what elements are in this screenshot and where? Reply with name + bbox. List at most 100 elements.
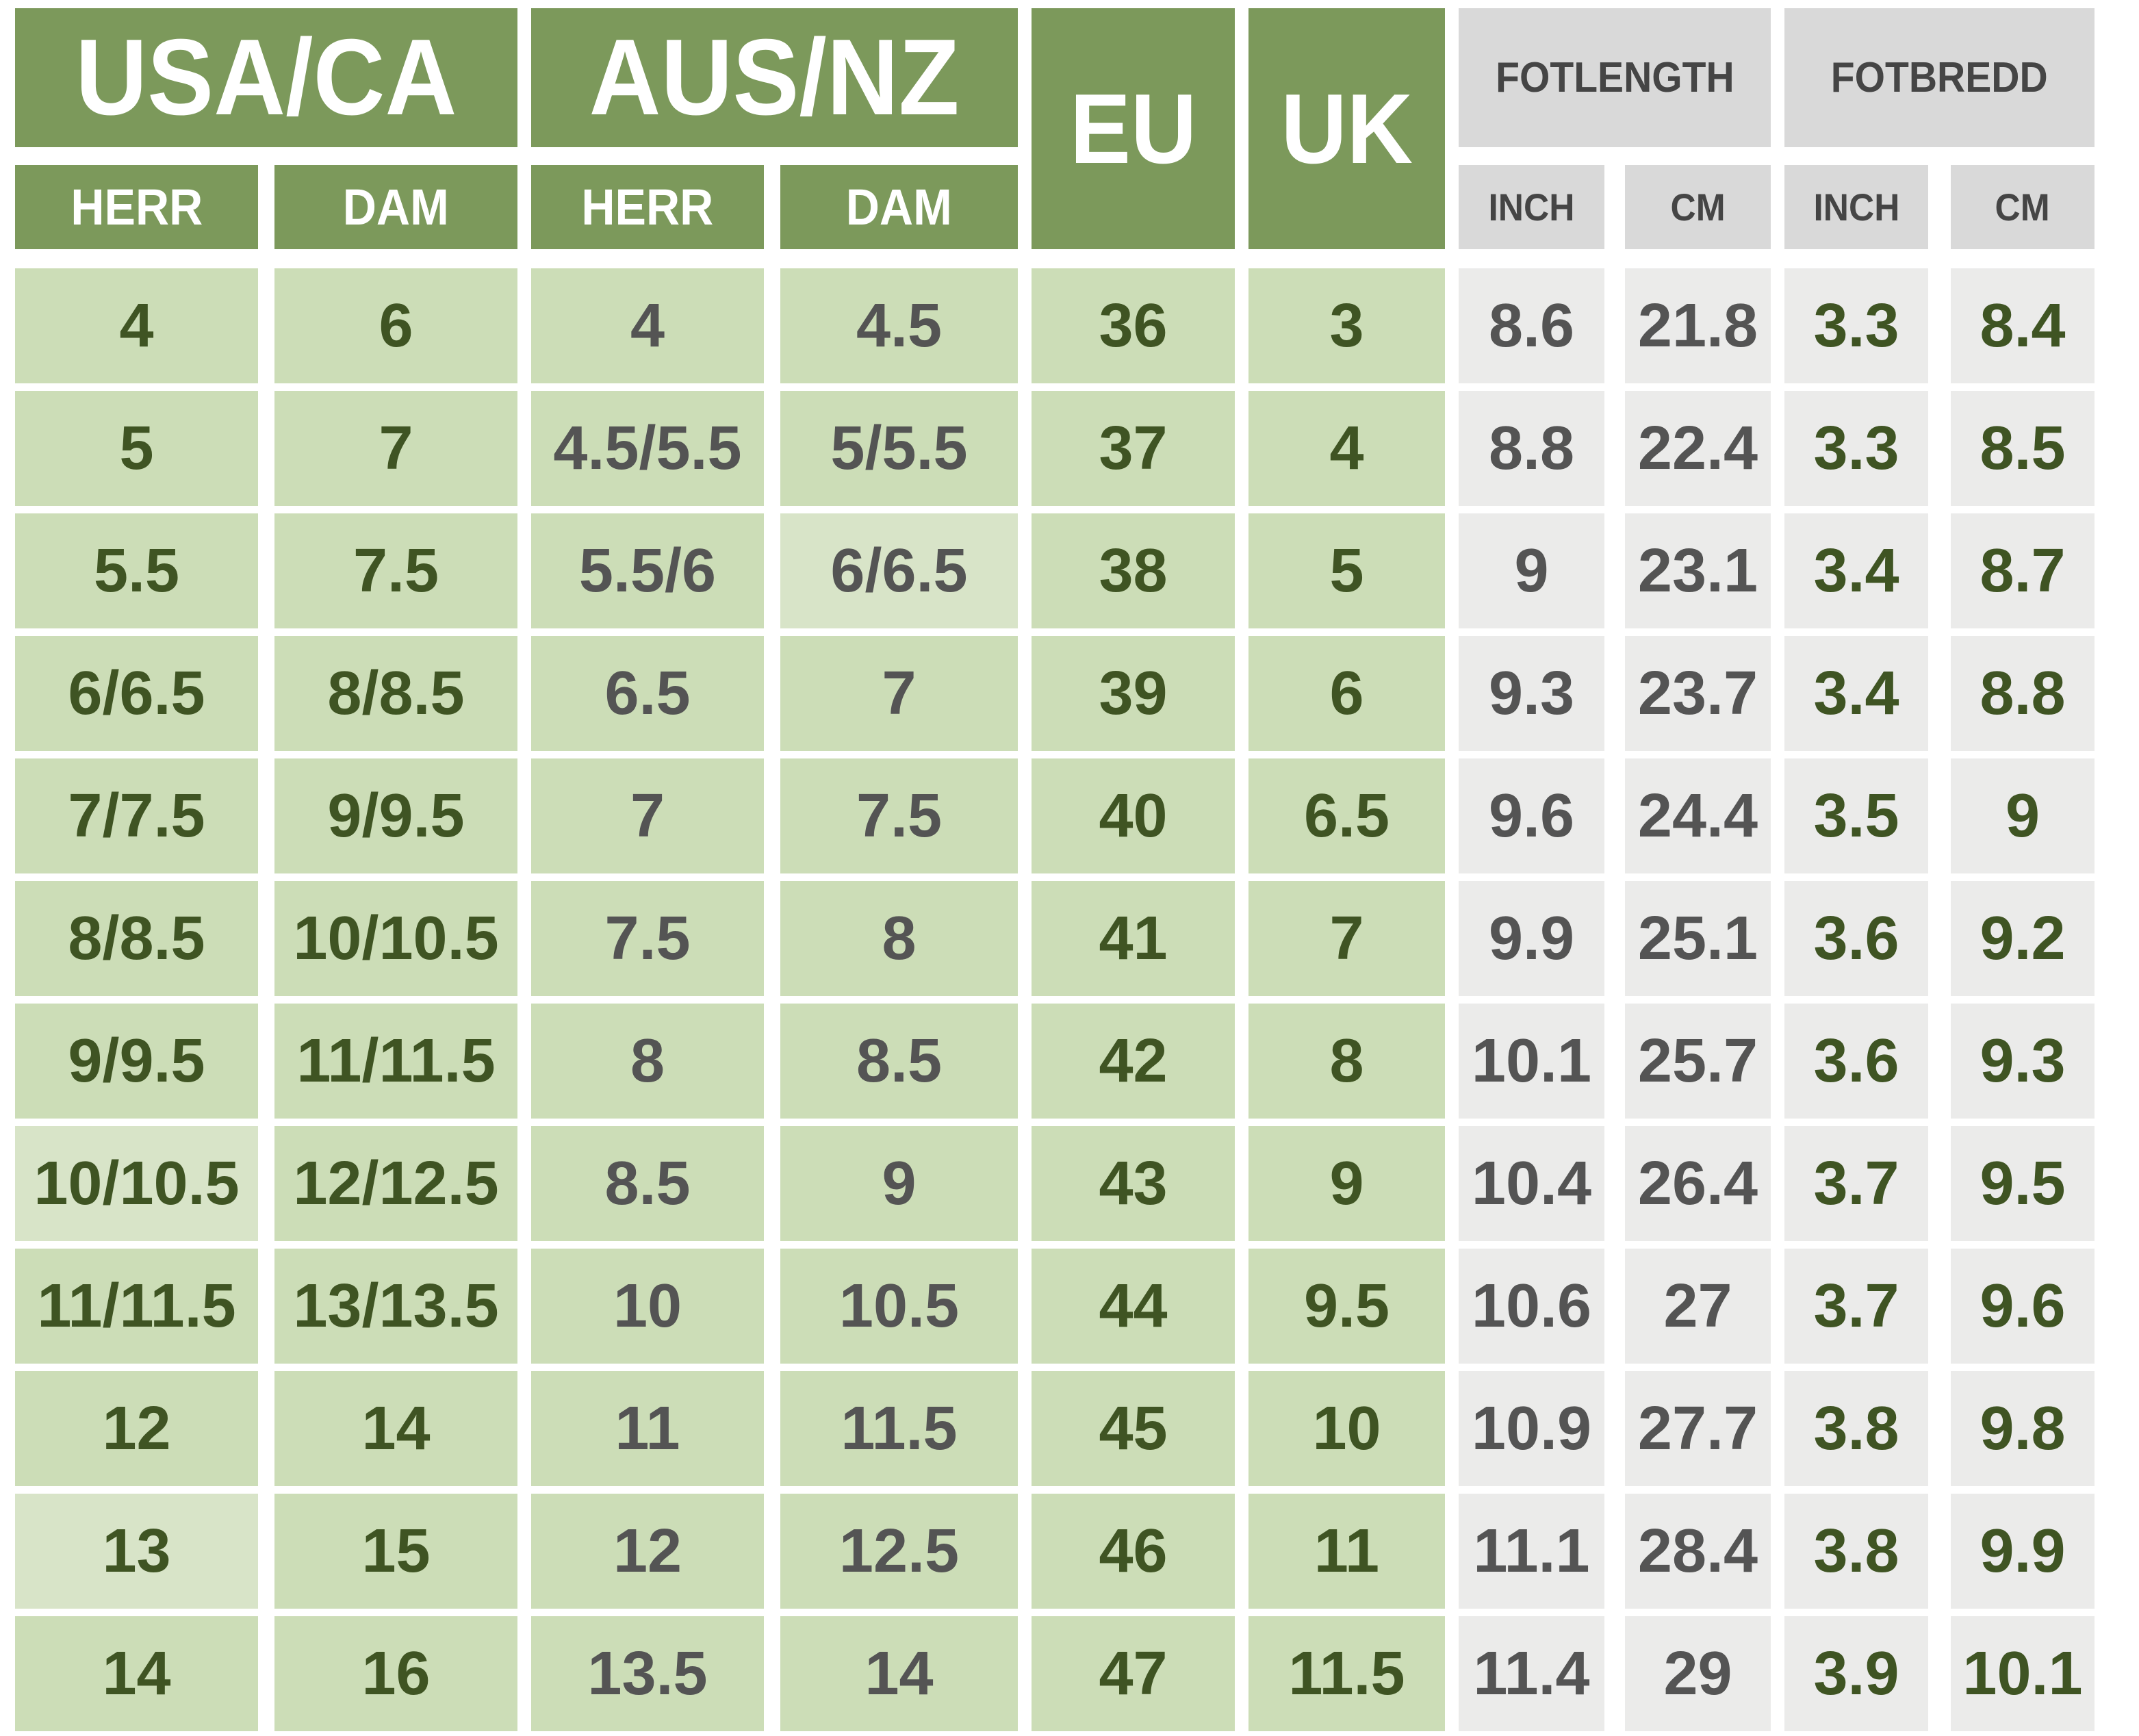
- cell-fotbredd-cm: 9.6: [1951, 1249, 2095, 1364]
- cell-value: 8/8.5: [327, 659, 465, 728]
- cell-value: 9: [1514, 536, 1549, 605]
- cell-aus-herr: 7.5: [531, 881, 764, 996]
- cell-value: 10.5: [838, 1271, 960, 1340]
- cell-eu: 47: [1032, 1616, 1235, 1731]
- cell-value: 16: [361, 1639, 431, 1708]
- cell-value: 6.5: [1303, 781, 1390, 850]
- cell-aus-dam: 14: [780, 1616, 1018, 1731]
- cell-uk: 9: [1248, 1126, 1445, 1241]
- subheader-aus-herr: HERR: [531, 165, 764, 249]
- cell-aus-herr: 10: [531, 1249, 764, 1364]
- cell-usa-dam: 14: [274, 1371, 517, 1486]
- cell-value: 11/11.5: [296, 1026, 496, 1095]
- cell-fotbredd-inch: 3.6: [1784, 881, 1928, 996]
- cell-fotbredd-cm: 10.1: [1951, 1616, 2095, 1731]
- cell-aus-herr: 4.5/5.5: [531, 391, 764, 506]
- cell-value: 4.5: [856, 291, 943, 360]
- cell-uk: 11: [1248, 1494, 1445, 1609]
- cell-usa-dam: 11/11.5: [274, 1004, 517, 1119]
- cell-value: 9: [1329, 1149, 1364, 1218]
- cell-fotlength-cm: 27.7: [1625, 1371, 1771, 1486]
- cell-value: 3.4: [1813, 536, 1899, 605]
- subheader-aus-dam: DAM: [780, 165, 1018, 249]
- header-fotlength-label: FOTLENGTH: [1495, 54, 1734, 101]
- cell-value: 14: [864, 1639, 934, 1708]
- cell-value: 10: [1312, 1394, 1381, 1463]
- subheader-fotbredd-inch: INCH: [1784, 165, 1928, 249]
- cell-value: 10/10.5: [293, 904, 499, 973]
- cell-value: 27.7: [1637, 1394, 1758, 1463]
- cell-aus-dam: 7: [780, 636, 1018, 751]
- cell-fotbredd-cm: 9.5: [1951, 1126, 2095, 1241]
- subheader-aus-dam-label: DAM: [845, 179, 953, 235]
- cell-value: 8.4: [1980, 291, 2066, 360]
- subheader-usa-dam: DAM: [274, 165, 517, 249]
- cell-eu: 39: [1032, 636, 1235, 751]
- cell-usa-dam: 12/12.5: [274, 1126, 517, 1241]
- cell-aus-herr: 13.5: [531, 1616, 764, 1731]
- cell-value: 11.1: [1473, 1516, 1590, 1585]
- cell-value: 10.4: [1471, 1149, 1592, 1218]
- cell-value: 7: [630, 781, 665, 850]
- header-group-fotbredd: FOTBREDD INCH CM: [1784, 8, 2095, 249]
- cell-value: 25.1: [1637, 904, 1758, 973]
- cell-uk: 11.5: [1248, 1616, 1445, 1731]
- cell-value: 9.9: [1488, 904, 1575, 973]
- cell-value: 12: [613, 1516, 682, 1585]
- cell-value: 8.5: [1980, 413, 2066, 483]
- cell-eu: 46: [1032, 1494, 1235, 1609]
- cell-value: 39: [1099, 659, 1168, 728]
- cell-usa-herr: 11/11.5: [15, 1249, 258, 1364]
- cell-value: 25.7: [1637, 1026, 1758, 1095]
- cell-value: 5.5: [93, 536, 180, 605]
- cell-value: 22.4: [1637, 413, 1758, 483]
- cell-aus-herr: 8.5: [531, 1126, 764, 1241]
- cell-value: 14: [102, 1639, 171, 1708]
- cell-eu: 44: [1032, 1249, 1235, 1364]
- cell-fotbredd-cm: 8.4: [1951, 268, 2095, 383]
- cell-value: 7/7.5: [68, 781, 205, 850]
- cell-usa-dam: 15: [274, 1494, 517, 1609]
- cell-fotlength-cm: 24.4: [1625, 758, 1771, 873]
- cell-value: 36: [1099, 291, 1168, 360]
- cell-uk: 3: [1248, 268, 1445, 383]
- cell-value: 3.4: [1813, 659, 1899, 728]
- cell-fotbredd-cm: 9.3: [1951, 1004, 2095, 1119]
- table-row: 6/6.5 8/8.5 6.5 7 39 6 9.3 23.7 3.4 8.8: [15, 636, 2139, 751]
- cell-value: 9.6: [1488, 781, 1575, 850]
- cell-value: 9.8: [1980, 1394, 2066, 1463]
- header-uk: UK: [1248, 8, 1445, 249]
- cell-usa-dam: 16: [274, 1616, 517, 1731]
- cell-value: 6/6.5: [68, 659, 205, 728]
- cell-aus-herr: 6.5: [531, 636, 764, 751]
- cell-fotlength-cm: 26.4: [1625, 1126, 1771, 1241]
- cell-fotlength-cm: 28.4: [1625, 1494, 1771, 1609]
- cell-value: 8: [882, 904, 917, 973]
- cell-fotlength-inch: 9.9: [1459, 881, 1604, 996]
- cell-value: 9: [2005, 781, 2040, 850]
- cell-eu: 43: [1032, 1126, 1235, 1241]
- cell-fotbredd-inch: 3.8: [1784, 1494, 1928, 1609]
- cell-usa-herr: 13: [15, 1494, 258, 1609]
- table-row: 4 6 4 4.5 36 3 8.6 21.8 3.3 8.4: [15, 268, 2139, 383]
- cell-usa-herr: 12: [15, 1371, 258, 1486]
- header-eu: EU: [1032, 8, 1235, 249]
- cell-uk: 8: [1248, 1004, 1445, 1119]
- cell-value: 28.4: [1637, 1516, 1758, 1585]
- cell-fotbredd-inch: 3.4: [1784, 636, 1928, 751]
- cell-value: 29: [1663, 1639, 1732, 1708]
- cell-value: 8: [1329, 1026, 1364, 1095]
- cell-value: 11: [615, 1394, 680, 1463]
- cell-value: 23.1: [1637, 536, 1758, 605]
- table-row: 5 7 4.5/5.5 5/5.5 37 4 8.8 22.4 3.3 8.5: [15, 391, 2139, 506]
- cell-eu: 45: [1032, 1371, 1235, 1486]
- cell-value: 8.8: [1488, 413, 1575, 483]
- cell-uk: 5: [1248, 513, 1445, 628]
- cell-fotbredd-inch: 3.9: [1784, 1616, 1928, 1731]
- header-usa-ca: USA/CA: [15, 8, 517, 147]
- cell-uk: 10: [1248, 1371, 1445, 1486]
- cell-fotlength-inch: 9.6: [1459, 758, 1604, 873]
- cell-usa-dam: 7.5: [274, 513, 517, 628]
- header-aus-nz: AUS/NZ: [531, 8, 1018, 147]
- cell-value: 6/6.5: [830, 536, 968, 605]
